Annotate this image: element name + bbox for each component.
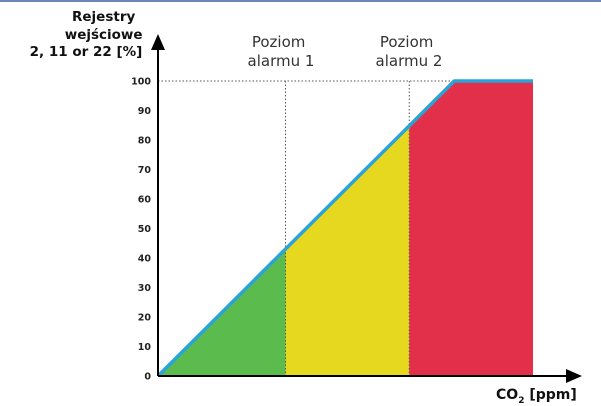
series-line — [156, 79, 533, 378]
zone-2 — [285, 125, 410, 377]
y-tick-label: 80 — [138, 136, 152, 147]
zone-1 — [158, 249, 286, 376]
axes — [151, 34, 582, 383]
alarm-label-1: Poziom alarmu 1 — [248, 33, 315, 70]
alarm-label-2-line2: alarmu 2 — [376, 52, 443, 70]
x-axis-arrow — [566, 369, 582, 383]
x-axis-label-main: CO — [496, 387, 518, 403]
header-rule — [0, 0, 601, 2]
y-tick-label: 90 — [138, 106, 152, 117]
y-tick-label: 40 — [138, 254, 152, 265]
y-tick-label: 70 — [138, 165, 152, 176]
y-tick-label: 50 — [138, 224, 152, 235]
y-ticks: 0 10 20 30 40 50 60 70 80 90 100 — [131, 77, 151, 383]
x-axis-label: CO2 [ppm] — [496, 387, 577, 406]
series-line-path — [156, 79, 533, 378]
y-axis-arrow — [151, 34, 165, 50]
x-axis-label-unit: [ppm] — [524, 387, 576, 403]
zones — [158, 81, 533, 377]
alarm-label-2-line1: Poziom — [380, 33, 434, 51]
y-tick-label: 20 — [138, 313, 152, 324]
y-tick-label: 30 — [138, 283, 152, 294]
alarm-label-1-line1: Poziom — [252, 33, 306, 51]
alarm-label-2: Poziom alarmu 2 — [376, 33, 443, 70]
alarm-label-1-line2: alarmu 1 — [248, 52, 315, 70]
zone-3 — [409, 81, 533, 376]
y-axis-label-line1: Rejestry — [72, 9, 135, 25]
y-tick-label: 100 — [131, 77, 151, 88]
y-tick-label: 10 — [138, 342, 152, 353]
x-axis-label-sub: 2 — [518, 396, 524, 406]
y-tick-label: 60 — [138, 195, 152, 206]
y-axis-label-line3: 2, 11 or 22 [%] — [30, 44, 143, 60]
y-axis-label-line2: wejściowe — [65, 27, 143, 43]
y-axis-label: Rejestry wejściowe 2, 11 or 22 [%] — [30, 9, 148, 60]
y-tick-label: 0 — [144, 372, 151, 383]
